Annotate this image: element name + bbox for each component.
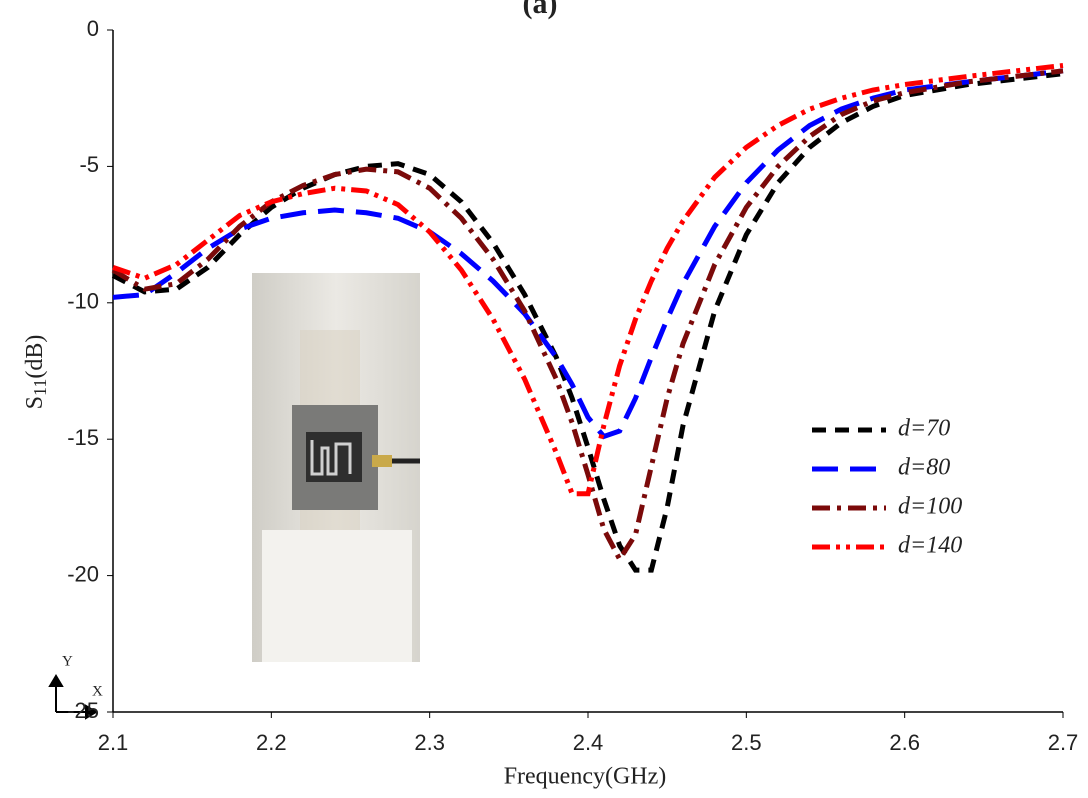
x-tick-label: 2.6 [889, 730, 920, 755]
series-line [112, 68, 1064, 440]
legend-label: d=80 [898, 455, 950, 481]
series-line [111, 71, 1064, 573]
x-tick-label: 2.7 [1048, 730, 1079, 755]
x-tick-label: 2.2 [256, 730, 287, 755]
y-axis-label: S11(dB) [22, 335, 51, 410]
x-tick-label: 2.3 [414, 730, 445, 755]
chart-title: (a) [523, 0, 558, 20]
y-indicator-label: Y [62, 653, 73, 669]
y-axis-label-unit: (dB) [22, 335, 48, 379]
legend-label: d=70 [898, 416, 950, 442]
x-tick-label: 2.5 [731, 730, 762, 755]
y-tick-label: -25 [67, 698, 99, 723]
series-line [112, 62, 1064, 497]
x-indicator-label: X [92, 683, 103, 699]
y-tick-label: -5 [79, 152, 99, 177]
x-axis-label: Frequency(GHz) [504, 764, 667, 790]
y-tick-label: 0 [87, 16, 99, 41]
legend-label: d=140 [898, 533, 962, 559]
legend-label: d=100 [898, 494, 962, 520]
y-tick-label: -10 [67, 289, 99, 314]
y-tick-label: -20 [67, 561, 99, 586]
y-tick-label: -15 [67, 425, 99, 450]
y-axis-label-main: S [22, 396, 48, 409]
x-tick-label: 2.4 [573, 730, 604, 755]
y-axis-label-sub: 11 [30, 379, 50, 396]
inset-photo [252, 273, 420, 662]
x-tick-label: 2.1 [98, 730, 129, 755]
axis-indicator: Y X [48, 653, 103, 720]
series-line [111, 68, 1064, 565]
